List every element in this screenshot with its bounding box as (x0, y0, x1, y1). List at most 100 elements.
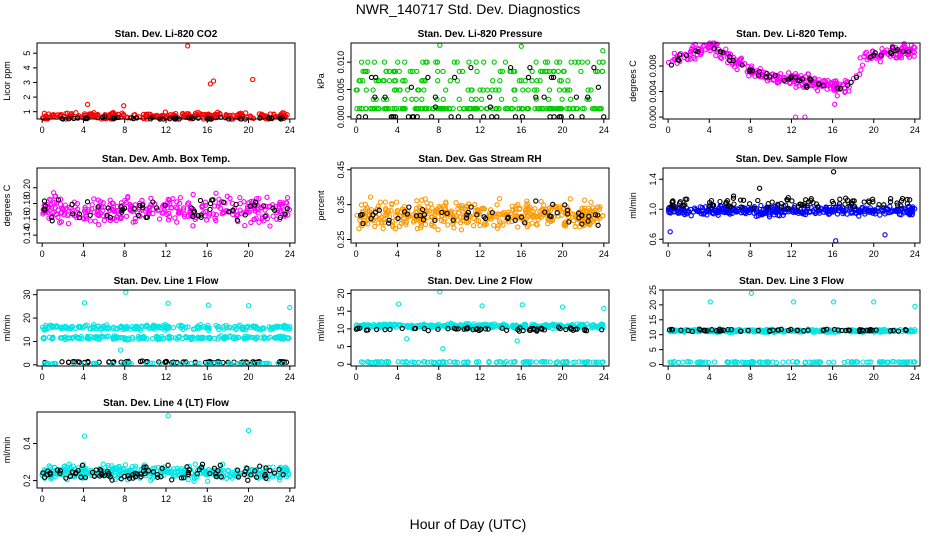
data-point (471, 105, 477, 112)
data-point (393, 199, 400, 205)
x-tick-label: 20 (558, 372, 568, 382)
data-point (820, 83, 827, 89)
data-point (432, 209, 438, 215)
data-point (742, 61, 748, 67)
data-point (248, 219, 254, 226)
data-point (417, 212, 423, 219)
data-point (368, 74, 375, 81)
data-point (223, 113, 229, 119)
data-point (519, 105, 525, 112)
data-point (395, 59, 401, 65)
data-point (382, 94, 388, 100)
data-point (504, 105, 510, 112)
x-tick-label: 20 (558, 125, 568, 135)
data-point (566, 219, 572, 225)
x-tick-label: 12 (161, 372, 171, 382)
y-tick-label: 15 (336, 306, 346, 316)
data-point (386, 217, 392, 223)
x-tick-label: 24 (599, 249, 609, 259)
data-point (73, 110, 79, 116)
data-point (738, 56, 744, 63)
data-point (404, 87, 411, 93)
data-point (110, 200, 116, 207)
data-point (578, 68, 584, 75)
data-point (478, 96, 485, 102)
data-point (472, 201, 478, 208)
data-point (437, 105, 444, 112)
data-point (444, 210, 450, 217)
data-point (772, 72, 778, 79)
data-point (185, 200, 192, 206)
x-tick-label: 24 (285, 494, 295, 504)
data-point (717, 54, 724, 61)
x-tick-label: 0 (40, 372, 45, 382)
data-point (87, 212, 93, 218)
data-point (677, 52, 683, 58)
data-points (665, 169, 918, 244)
data-point (404, 336, 410, 342)
x-tick-label: 8 (748, 249, 753, 259)
data-point (177, 195, 183, 201)
data-point (512, 114, 519, 120)
y-tick-label: 0 (22, 362, 32, 367)
data-point (117, 347, 124, 353)
data-point (561, 87, 568, 93)
data-point (522, 220, 528, 226)
data-point (497, 68, 503, 75)
data-point (496, 87, 502, 93)
data-point (826, 359, 832, 365)
data-point (516, 78, 522, 84)
data-point (395, 301, 402, 307)
data-point (432, 217, 438, 224)
data-point (375, 78, 381, 84)
data-point (420, 217, 427, 223)
data-point (533, 96, 539, 102)
data-point (574, 220, 580, 227)
data-point (595, 204, 601, 210)
data-point (92, 218, 98, 224)
data-point (466, 59, 472, 65)
data-point (109, 207, 116, 213)
data-point (58, 210, 64, 216)
data-point (263, 203, 269, 209)
data-point (546, 206, 552, 212)
data-point (489, 209, 495, 216)
data-point (861, 199, 867, 205)
data-point (585, 94, 591, 100)
data-point (404, 213, 410, 219)
data-point (833, 238, 839, 244)
data-point (450, 217, 456, 223)
data-point (70, 211, 76, 217)
data-point (383, 68, 389, 75)
x-tick-label: 20 (869, 125, 879, 135)
x-tick-label: 20 (869, 372, 879, 382)
data-point (594, 219, 600, 225)
y-tick-label: 0 (336, 362, 346, 367)
data-point (169, 205, 175, 211)
data-point (801, 84, 807, 90)
data-point (123, 289, 129, 295)
y-tick-label: 20 (648, 300, 658, 310)
y-axis-label: kPa (316, 73, 326, 89)
y-axis-label: degrees C (2, 184, 12, 226)
data-point (284, 195, 291, 201)
data-point (210, 78, 217, 84)
data-point (537, 78, 543, 84)
data-point (41, 198, 48, 204)
data-point (739, 62, 745, 68)
data-point (87, 218, 94, 224)
data-point (535, 105, 541, 112)
data-point (389, 201, 395, 208)
data-point (780, 359, 786, 365)
data-point (711, 45, 717, 51)
data-point (428, 201, 434, 207)
data-point (872, 50, 878, 56)
data-point (245, 477, 251, 483)
data-point (571, 211, 577, 218)
data-point (850, 75, 857, 82)
data-point (529, 68, 535, 75)
data-point (497, 211, 503, 218)
